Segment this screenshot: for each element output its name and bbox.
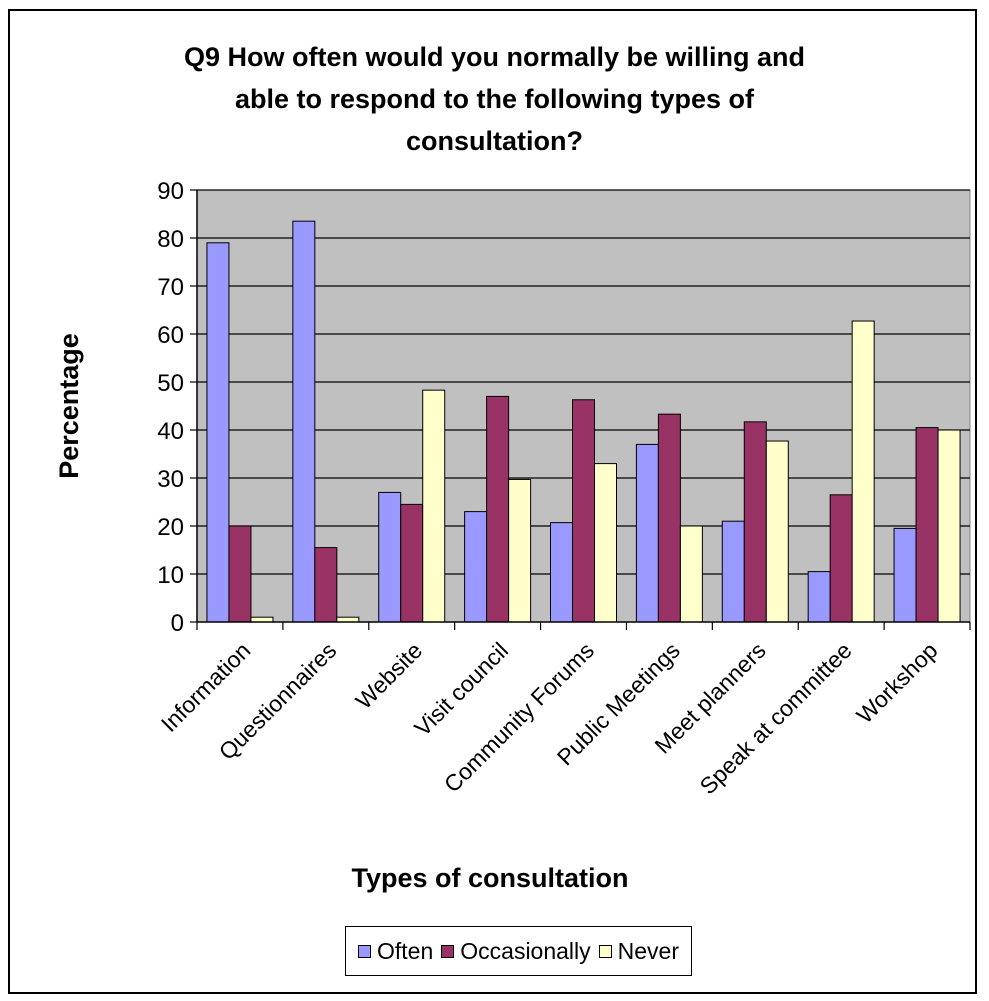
- y-tick-label: 40: [157, 418, 184, 445]
- bar-often: [721, 520, 745, 623]
- chart-title-line-3: consultation?: [406, 126, 583, 156]
- x-category-label: Community Forums: [439, 637, 599, 797]
- bar-often: [378, 491, 402, 623]
- bar-never: [765, 440, 789, 623]
- bar-occasionally: [572, 399, 595, 623]
- bar-occasionally: [486, 395, 510, 623]
- bar-often: [893, 527, 917, 623]
- bar-often: [550, 522, 573, 623]
- x-category-label: Website: [350, 637, 427, 714]
- y-tick-label: 50: [157, 370, 184, 397]
- y-tick-label: 20: [157, 514, 184, 541]
- legend-swatch-never: [598, 944, 612, 958]
- bar-never: [422, 389, 446, 623]
- bar-occasionally: [228, 525, 252, 623]
- bar-often: [464, 511, 488, 623]
- y-axis-title: Percentage: [54, 333, 84, 479]
- bar-occasionally: [743, 421, 767, 623]
- legend-swatch-occasionally: [441, 944, 455, 958]
- bar-never: [937, 429, 961, 623]
- chart-title-line-1: Q9 How often would you normally be willi…: [183, 42, 806, 72]
- legend-swatch-often: [358, 944, 371, 958]
- y-tick-label: 70: [157, 274, 184, 301]
- legend-label-never: Never: [617, 937, 680, 964]
- legend-label-occasionally: Occasionally: [460, 937, 591, 964]
- y-tick-label: 0: [171, 610, 184, 637]
- bar-often: [635, 443, 659, 623]
- x-axis-title: Types of consultation: [351, 863, 628, 893]
- x-category-label: Speak at committee: [695, 637, 857, 799]
- legend-item-often: Often: [358, 938, 433, 965]
- legend-label-often: Often: [377, 937, 434, 964]
- y-tick-label: 10: [157, 562, 184, 589]
- bar-never: [508, 478, 532, 623]
- bar-never: [679, 525, 703, 623]
- legend-item-occasionally: Occasionally: [441, 937, 591, 965]
- y-tick-label: 80: [157, 226, 184, 253]
- bar-occasionally: [657, 413, 681, 623]
- y-tick-label: 30: [157, 466, 184, 493]
- bar-never: [851, 320, 875, 623]
- bar-occasionally: [400, 503, 424, 623]
- chart-title-line-2: able to respond to the following types o…: [235, 84, 754, 114]
- bar-occasionally: [314, 547, 338, 623]
- legend-item-never: Never: [598, 937, 680, 965]
- bar-often: [807, 571, 831, 623]
- y-tick-label: 60: [157, 322, 184, 349]
- bar-never: [594, 463, 617, 623]
- bar-often: [206, 242, 230, 623]
- bar-often: [292, 220, 316, 623]
- y-tick-label: 90: [157, 178, 184, 205]
- bar-occasionally: [915, 427, 939, 623]
- legend: Often Occasionally Never: [345, 926, 693, 976]
- bar-occasionally: [829, 494, 853, 623]
- x-category-label: Workshop: [851, 637, 942, 728]
